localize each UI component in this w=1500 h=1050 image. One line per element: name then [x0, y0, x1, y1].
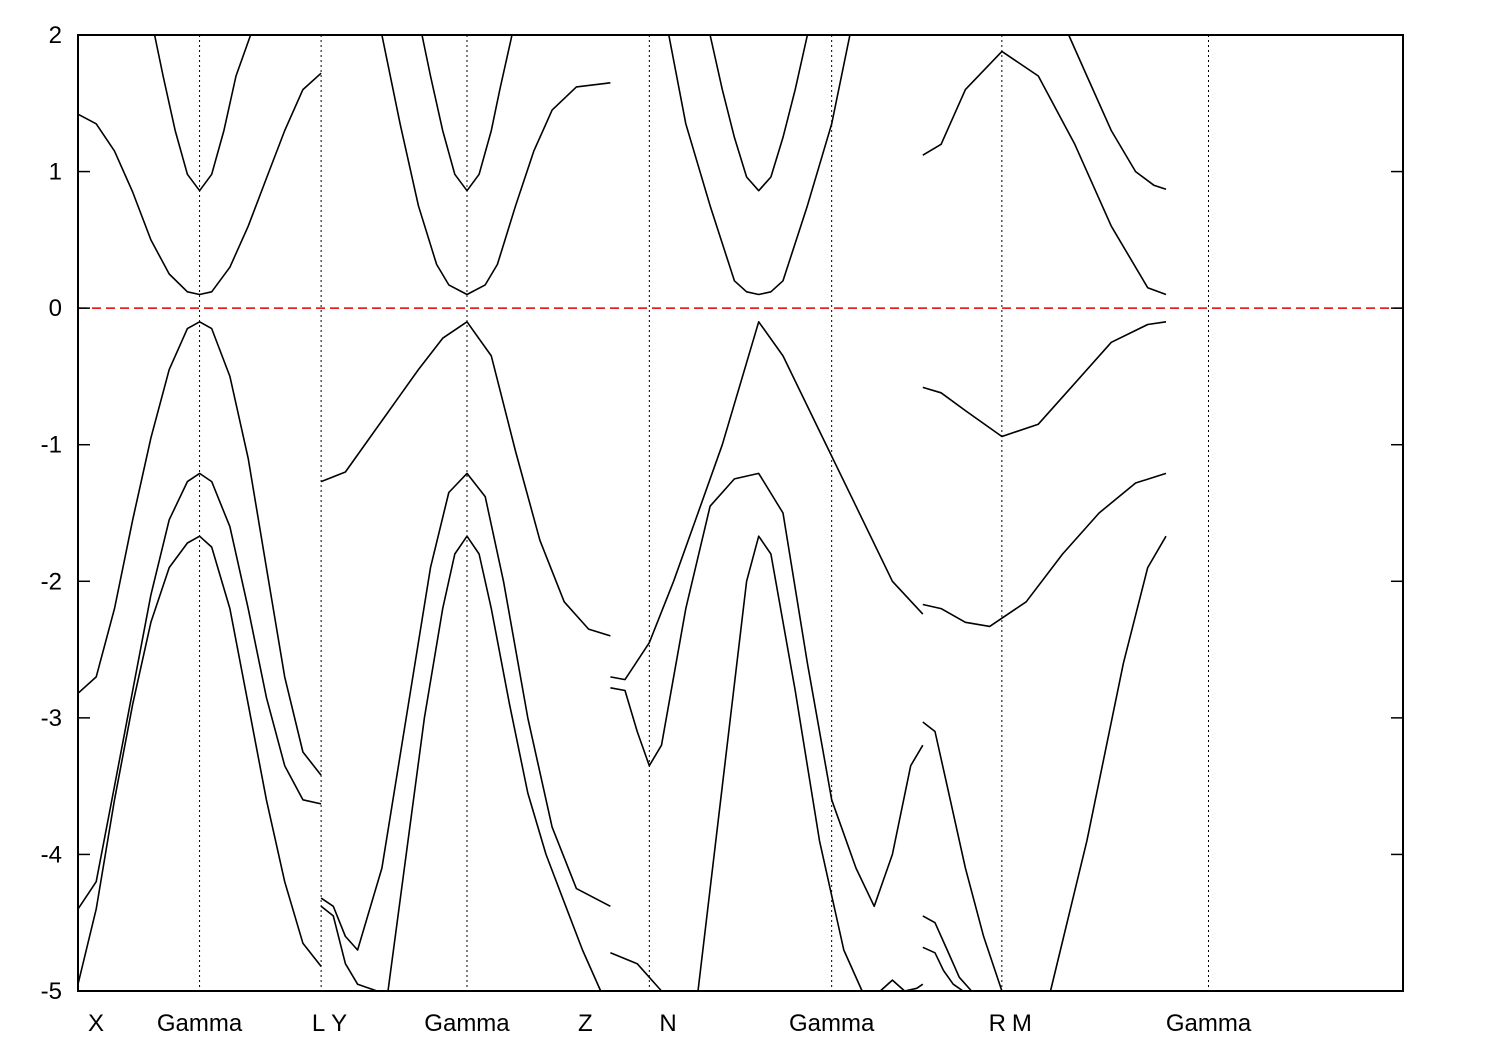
band-line — [77, 321, 322, 776]
band-line — [697, 535, 863, 992]
band-line — [879, 979, 924, 992]
x-tick-label: M — [1012, 1010, 1032, 1037]
x-tick-label: Z — [578, 1010, 593, 1037]
band-lines — [77, 34, 1167, 992]
y-tick-label: 0 — [49, 295, 62, 322]
plot-frame — [77, 34, 1404, 992]
band-line — [153, 34, 252, 192]
band-line — [77, 472, 322, 910]
band-line — [320, 472, 611, 951]
y-axis-ticks: 2 1 0 -1 -2 -3 -4 -5 — [41, 22, 1403, 1005]
x-tick-label: Gamma — [424, 1010, 510, 1037]
y-tick-label: -2 — [41, 568, 62, 595]
band-line — [668, 34, 851, 296]
y-tick-label: -3 — [41, 705, 62, 732]
band-line — [610, 321, 924, 681]
y-tick-label: -1 — [41, 432, 62, 459]
y-tick-label: -4 — [41, 841, 62, 868]
x-tick-label: Gamma — [157, 1010, 243, 1037]
x-tick-label: Y — [331, 1010, 347, 1037]
x-tick-label: N — [659, 1010, 676, 1037]
y-tick-label: 2 — [49, 22, 62, 49]
band-line — [922, 721, 1003, 992]
y-tick-label: 1 — [49, 159, 62, 186]
y-tick-label: -5 — [41, 978, 62, 1005]
band-line — [610, 952, 674, 992]
x-axis-labels: X Gamma YL Gamma Z N Gamma MR Gamma — [88, 1010, 1252, 1037]
band-line — [922, 472, 1167, 628]
x-tick-label: Gamma — [789, 1010, 875, 1037]
band-line — [421, 34, 513, 192]
x-tick-label: L — [312, 1010, 325, 1037]
band-line — [77, 72, 322, 296]
band-line — [1067, 34, 1167, 191]
band-line — [320, 321, 611, 637]
band-line — [709, 34, 809, 192]
band-line — [610, 472, 924, 908]
band-line — [922, 915, 973, 992]
band-line — [320, 905, 378, 992]
band-line — [922, 946, 964, 992]
band-line — [381, 34, 611, 296]
x-tick-label: Gamma — [1166, 1010, 1252, 1037]
band-line — [922, 50, 1167, 296]
high-symmetry-lines — [199, 35, 1210, 991]
band-line — [922, 321, 1167, 438]
band-line — [1049, 535, 1167, 992]
x-tick-label: X — [88, 1010, 104, 1037]
band-line — [387, 535, 602, 992]
x-tick-label: R — [989, 1010, 1006, 1037]
